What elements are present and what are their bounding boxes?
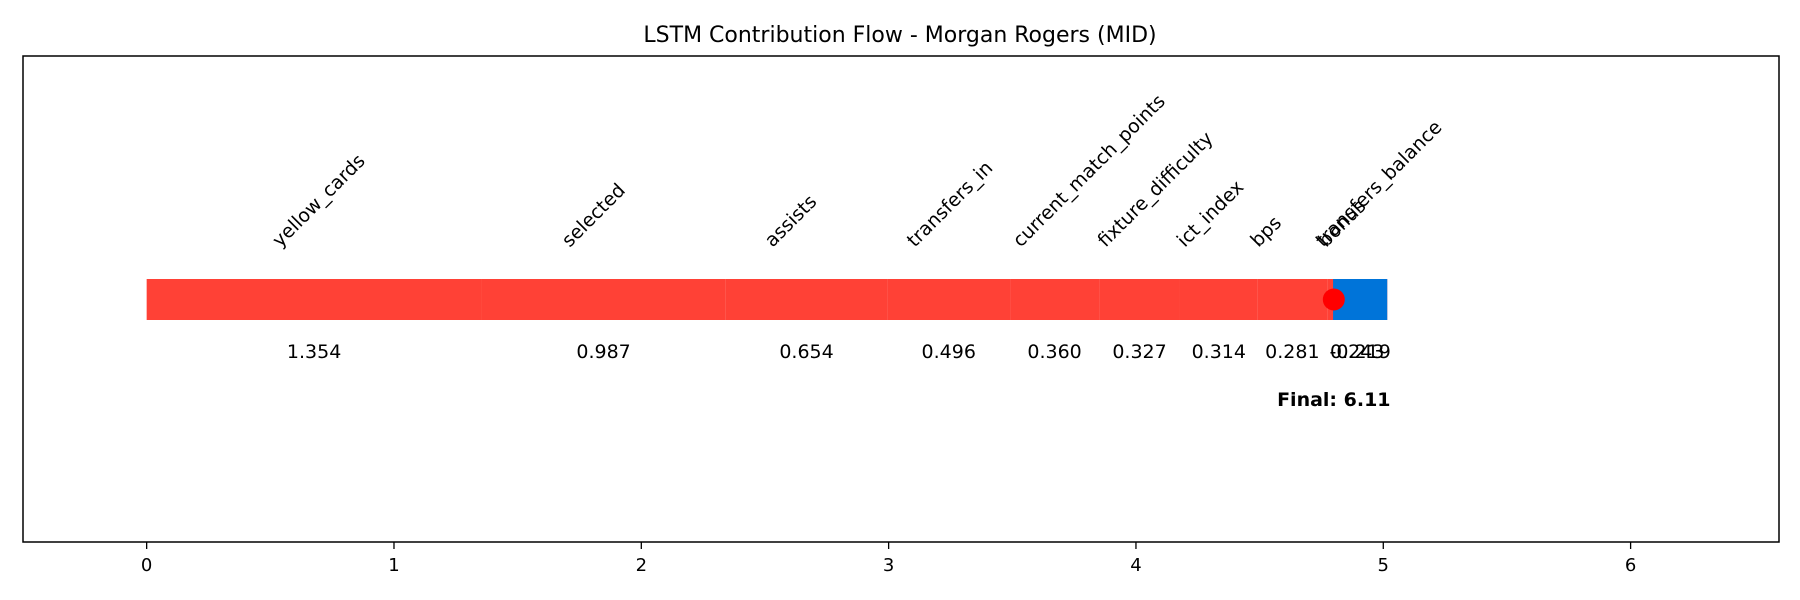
chart-title: LSTM Contribution Flow - Morgan Rogers (… xyxy=(643,23,1156,48)
value-label-yellow-cards: 1.354 xyxy=(287,341,341,363)
bar-segment-bps xyxy=(1257,279,1328,320)
labels-layer: yellow_cards 1.354 selected 0.987 assists 0.6… xyxy=(268,90,1446,411)
x-tick-label: 0 xyxy=(141,555,152,576)
feature-label-selected: selected xyxy=(558,179,630,251)
x-tick-label: 5 xyxy=(1378,555,1389,576)
bar-segment-selected xyxy=(481,279,726,320)
feature-label-assists: assists xyxy=(761,191,822,252)
value-label-current-match-points: 0.360 xyxy=(1027,341,1081,363)
value-label-bonus: -0.219 xyxy=(1330,341,1391,363)
bar-segment-current-match-points xyxy=(1010,279,1100,320)
final-value-label: Final: 6.11 xyxy=(1277,389,1390,411)
bar-segment-ict-index xyxy=(1179,279,1258,320)
bars-layer xyxy=(146,279,1388,320)
plot-area-frame xyxy=(22,55,1780,543)
value-label-selected: 0.987 xyxy=(576,341,630,363)
value-label-ict-index: 0.314 xyxy=(1192,341,1246,363)
feature-label-ict-index: ict_index xyxy=(1173,176,1248,251)
feature-label-yellow-cards: yellow_cards xyxy=(268,150,370,252)
value-label-transfers-balance: 0.243 xyxy=(1330,341,1384,363)
value-label-transfers-in: 0.496 xyxy=(922,341,976,363)
bar-segment-transfers-in xyxy=(887,279,1011,320)
feature-label-transfers-in: transfers_in xyxy=(903,157,998,252)
bar-segment-fixture-difficulty xyxy=(1099,279,1180,320)
x-tick-label: 4 xyxy=(1130,555,1141,576)
x-tick-label: 3 xyxy=(883,555,894,576)
x-axis: 0 1 2 3 4 5 6 xyxy=(141,542,1636,576)
marker-dot xyxy=(1322,288,1345,311)
x-tick-label: 1 xyxy=(388,555,399,576)
x-tick-label: 6 xyxy=(1625,555,1636,576)
value-label-fixture-difficulty: 0.327 xyxy=(1112,341,1166,363)
value-label-bps: 0.281 xyxy=(1265,341,1319,363)
bar-segment-yellow-cards xyxy=(146,279,482,320)
feature-label-bps: bps xyxy=(1246,212,1286,252)
feature-label-current-match-points: current_match_points xyxy=(1009,90,1170,251)
value-label-assists: 0.654 xyxy=(779,341,833,363)
x-tick-label: 2 xyxy=(636,555,647,576)
bar-segment-assists xyxy=(725,279,888,320)
